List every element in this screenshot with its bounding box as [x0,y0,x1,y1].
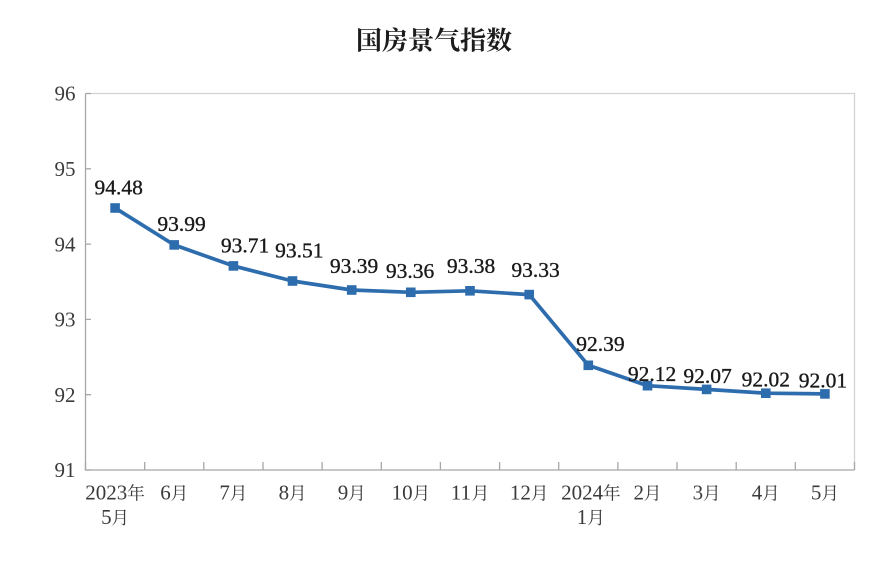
svg-text:4: 4 [752,481,763,505]
svg-text:92.07: 92.07 [683,364,732,388]
svg-text:11: 11 [451,481,471,505]
svg-text:93: 93 [55,308,76,332]
svg-text:12: 12 [510,481,531,505]
svg-text:91: 91 [55,458,76,482]
svg-text:3: 3 [693,481,704,505]
svg-text:92.02: 92.02 [742,367,790,391]
svg-text:10: 10 [392,481,413,505]
svg-text:93.33: 93.33 [511,258,559,282]
svg-text:92.39: 92.39 [576,332,624,356]
svg-text:93.71: 93.71 [221,234,269,258]
svg-text:6: 6 [160,481,171,505]
svg-text:93.38: 93.38 [447,254,495,278]
svg-text:9: 9 [338,481,349,505]
svg-text:93.39: 93.39 [330,254,378,278]
svg-text:92.01: 92.01 [799,369,847,393]
svg-text:92.12: 92.12 [628,362,676,386]
svg-text:2024: 2024 [561,481,604,505]
svg-text:7: 7 [219,481,230,505]
svg-text:95: 95 [55,157,76,181]
svg-text:94.48: 94.48 [95,176,143,200]
svg-text:2: 2 [634,481,645,505]
svg-text:94: 94 [55,232,77,256]
svg-text:96: 96 [55,82,76,106]
svg-text:1: 1 [577,505,588,529]
svg-text:5: 5 [101,505,112,529]
svg-text:8: 8 [279,481,290,505]
svg-text:93.99: 93.99 [157,212,205,236]
svg-text:93.51: 93.51 [275,239,323,263]
svg-text:2023: 2023 [85,481,127,505]
svg-text:5: 5 [811,481,822,505]
svg-text:92: 92 [55,383,76,407]
svg-text:93.36: 93.36 [386,259,435,283]
